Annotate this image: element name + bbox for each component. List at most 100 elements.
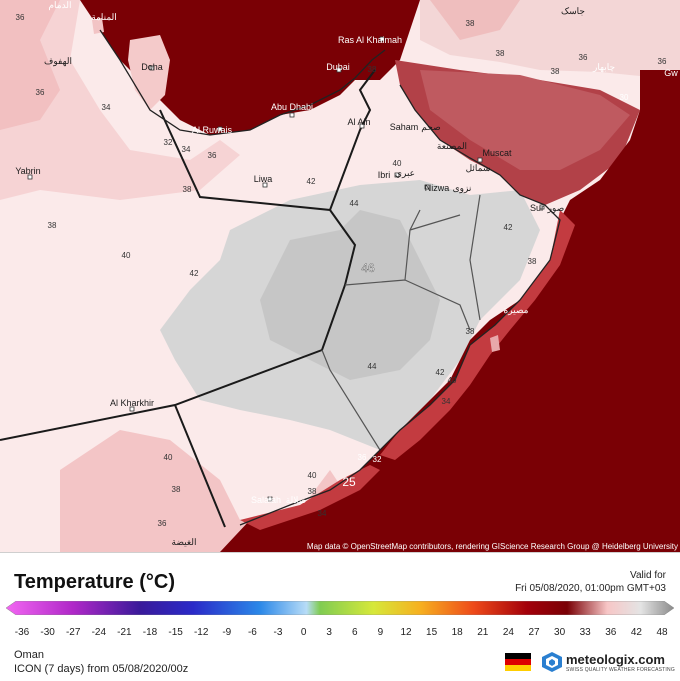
temp-label: 42 <box>436 368 445 377</box>
temp-label: 42 <box>190 269 199 278</box>
colorbar-tick-label: 18 <box>451 627 463 638</box>
city-hofuf: الهفوف <box>44 56 72 67</box>
temp-label: 36 <box>36 88 45 97</box>
valid-time: Fri 05/08/2020, 01:00pm GMT+03 <box>515 583 666 594</box>
city-sur: Sur <box>530 203 544 213</box>
temp-label: 38 <box>308 487 317 496</box>
city-sur-ar: صور <box>547 203 565 214</box>
temp-label: 44 <box>350 199 359 208</box>
city-salalah-ar: صلالة <box>286 495 307 505</box>
city-al-ain: Al Ain <box>347 117 370 127</box>
gulf-of-oman-inner <box>420 70 630 170</box>
temp-label: 34 <box>442 397 451 406</box>
colorbar-tick-label: -6 <box>247 627 257 638</box>
temp-label: 36 <box>208 151 217 160</box>
city-saham-ar: صحم <box>421 122 440 133</box>
city-jask-ar: جاسک <box>561 6 585 16</box>
city-ras-al-khaimah: Ras Al Khaimah <box>338 35 402 45</box>
temp-label: 36 <box>579 53 588 62</box>
colorbar-tick-label: -27 <box>65 627 81 638</box>
valid-for-label: Valid for <box>630 570 666 581</box>
city-doha: Doha <box>141 62 163 72</box>
colorbar-tick-label: 12 <box>400 627 412 638</box>
city-markers <box>27 36 545 502</box>
temp-label: 40 <box>164 453 173 462</box>
colorbar-tick-label: 36 <box>605 627 617 638</box>
city-nizwa: Nizwa <box>425 183 450 193</box>
colorbar-tick-label: 30 <box>554 627 566 638</box>
bahrain-land <box>92 18 104 34</box>
colorbar-tick-label: 0 <box>300 627 307 638</box>
temp-label: 34 <box>318 509 327 518</box>
colorbar-tick-label: 24 <box>502 627 514 638</box>
temp-label: 44 <box>368 362 377 371</box>
colorbar-tick-label: 33 <box>579 627 591 638</box>
temp-label: 38 <box>466 19 475 28</box>
colorbar-tick-label: -12 <box>193 627 209 638</box>
city-iran-coast: Gw <box>664 68 678 78</box>
temp-label-min: 25 <box>342 475 356 489</box>
grey-zone-46 <box>260 210 440 380</box>
colorbar-tick-label: 3 <box>326 627 332 638</box>
colorbar-tick-label: 6 <box>352 627 358 638</box>
temp-label: 30 <box>620 93 629 102</box>
city-manama: المنامة <box>91 12 117 22</box>
coastal-band-south <box>240 465 380 530</box>
brand-tagline: SWISS QUALITY WEATHER FORECASTING <box>566 667 675 673</box>
colorbar-tick-label: -15 <box>168 627 183 638</box>
temp-label: 38 <box>551 67 560 76</box>
city-ibri-ar: عبري <box>395 168 415 179</box>
temp-label: 38 <box>496 49 505 58</box>
city-ibri: Ibri <box>378 170 391 180</box>
pink-band-northwest <box>0 0 60 130</box>
country-border-uae-oman <box>329 69 376 211</box>
city-al-kharkhir: Al Kharkhir <box>110 398 154 408</box>
temp-label: 40 <box>308 471 317 480</box>
map-canvas: الدمام المنامة الهفوف Doha Ras Al Khaima… <box>0 0 680 552</box>
city-dubai: Dubai <box>326 62 350 72</box>
colorbar-tick-label: -18 <box>142 627 158 638</box>
colorbar-tick-label: -3 <box>273 627 283 638</box>
colorbar-tick-label: 15 <box>426 627 438 638</box>
temp-label: 32 <box>164 138 173 147</box>
city-masirah-ar: مصيرة <box>503 305 528 316</box>
city-musanah-ar: المصنعة <box>437 141 467 151</box>
temp-label: 42 <box>307 177 316 186</box>
temperature-map[interactable]: الدمام المنامة الهفوف Doha Ras Al Khaima… <box>0 0 680 552</box>
temp-label: 34 <box>102 103 111 112</box>
temp-label: 38 <box>48 221 57 230</box>
temperature-colorbar <box>6 601 674 615</box>
city-dammam: الدمام <box>48 0 71 11</box>
city-abu-dhabi: Abu Dhabi <box>271 102 313 112</box>
city-salalah: Salalah <box>251 495 281 505</box>
colorbar-tick-label: 27 <box>528 627 540 638</box>
region-label: Oman <box>14 649 44 661</box>
temp-label: 42 <box>504 223 513 232</box>
coastline-oman <box>239 84 561 526</box>
germany-flag-icon <box>505 653 531 671</box>
pink-band-north <box>0 0 240 200</box>
temp-label: 40 <box>448 376 457 385</box>
temp-label: 38 <box>368 65 377 74</box>
colorbar-tick-label: 9 <box>377 627 384 638</box>
temp-label: 34 <box>182 145 191 154</box>
colorbar-tick-label: -24 <box>91 627 107 638</box>
city-saham: Saham <box>390 122 419 132</box>
colorbar-tick-label: -21 <box>117 627 132 638</box>
model-label: ICON (7 days) from 05/08/2020/00z <box>14 663 189 675</box>
legend-panel: Temperature (°C) Valid for Fri 05/08/202… <box>0 552 680 681</box>
arabian-sea <box>220 70 680 552</box>
colorbar-tick-label: 21 <box>477 627 489 638</box>
governorate-lines <box>321 194 481 451</box>
temp-label-max: 46 <box>361 261 375 275</box>
temp-label: 40 <box>393 159 402 168</box>
iran-band <box>430 0 520 40</box>
brand-name[interactable]: meteologix.com <box>566 652 665 667</box>
colorbar-tick-label: 42 <box>630 627 642 638</box>
coastline-gulf <box>99 29 386 136</box>
city-muscat: Muscat <box>482 148 512 158</box>
city-liwa: Liwa <box>254 174 273 184</box>
colorbar-tick-label: -9 <box>222 627 232 638</box>
city-al-ruwais: Al Ruwais <box>192 125 233 135</box>
temp-label: 32 <box>373 455 382 464</box>
